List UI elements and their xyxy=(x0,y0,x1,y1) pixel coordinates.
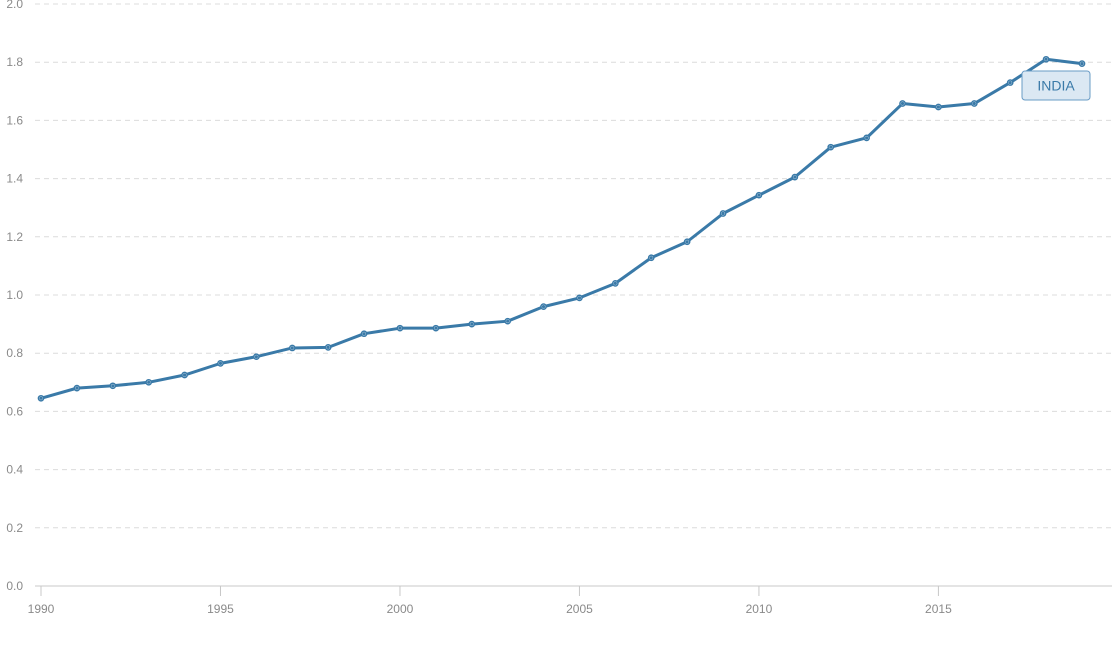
y-tick-label: 1.8 xyxy=(6,55,23,69)
data-point-core xyxy=(75,386,79,390)
y-tick-label: 1.6 xyxy=(6,113,23,127)
data-point-core xyxy=(541,305,546,309)
data-point-core xyxy=(829,145,833,149)
x-tick-label: 2000 xyxy=(387,602,414,616)
y-tick-label: 0.2 xyxy=(6,521,23,535)
data-point-core xyxy=(362,332,366,336)
legend-label: INDIA xyxy=(1037,78,1075,94)
data-point-core xyxy=(506,319,510,323)
x-tick-label: 2015 xyxy=(925,602,952,616)
data-point-core xyxy=(865,136,869,140)
y-tick-label: 2.0 xyxy=(6,0,23,11)
legend-box[interactable] xyxy=(1021,70,1091,101)
y-tick-label: 0.4 xyxy=(6,463,23,477)
data-point-core xyxy=(721,211,725,216)
data-point-core xyxy=(290,346,294,350)
data-point-core xyxy=(757,193,761,197)
data-point-core xyxy=(936,105,941,109)
x-tick-label: 1990 xyxy=(28,602,55,616)
x-tick-label: 2005 xyxy=(566,602,593,616)
y-tick-label: 0.0 xyxy=(6,579,23,593)
data-point-core xyxy=(434,326,438,330)
legend[interactable]: INDIA xyxy=(1021,70,1091,101)
data-point-core xyxy=(1044,57,1048,61)
data-point-core xyxy=(147,380,151,384)
data-point-core xyxy=(972,101,976,106)
data-point-core xyxy=(649,256,653,260)
data-point-core xyxy=(793,175,797,179)
series-group xyxy=(37,55,1086,402)
grid-lines xyxy=(35,3,1112,529)
data-point-core xyxy=(182,373,187,377)
series-line-india xyxy=(39,57,1084,400)
data-point-core xyxy=(39,396,43,400)
y-axis: 0.0 0.2 0.4 0.6 0.8 1.0 1.2 1.4 1.6 1.8 2.0 xyxy=(6,0,23,593)
data-point-core xyxy=(111,384,115,388)
data-point-core xyxy=(900,101,905,106)
y-tick-label: 0.8 xyxy=(6,346,23,360)
y-tick-label: 1.0 xyxy=(6,288,23,302)
x-axis: 1990 1995 2000 2005 2010 2015 xyxy=(28,586,952,616)
data-point-core xyxy=(218,361,223,365)
data-point-core xyxy=(577,296,582,300)
data-point-core xyxy=(398,326,402,330)
data-point-core xyxy=(1080,62,1084,66)
data-point-core xyxy=(254,355,258,359)
x-tick-label: 2010 xyxy=(746,602,773,616)
data-point-core xyxy=(1008,80,1012,85)
y-tick-label: 1.4 xyxy=(6,172,23,186)
data-point-core xyxy=(685,240,689,244)
data-point-core xyxy=(613,281,617,285)
data-point-core xyxy=(470,322,474,326)
x-tick-label: 1995 xyxy=(207,602,234,616)
data-point-core xyxy=(326,345,330,349)
y-tick-label: 1.2 xyxy=(6,230,23,244)
y-tick-label: 0.6 xyxy=(6,404,23,418)
